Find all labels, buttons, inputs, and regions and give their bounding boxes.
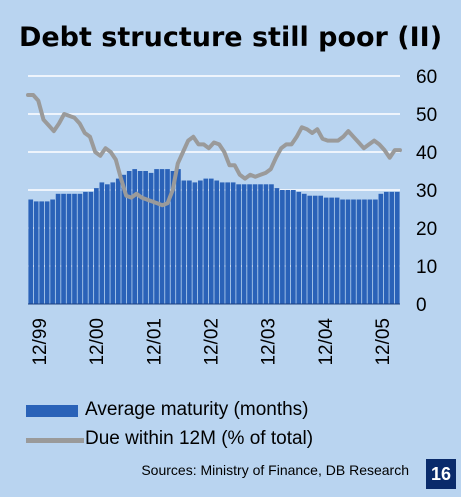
bar: [192, 182, 198, 304]
bar: [154, 169, 159, 304]
bar: [340, 199, 345, 304]
x-tick-label: 12/02: [202, 318, 223, 366]
chart-title: Debt structure still poor (II): [18, 22, 443, 53]
bar: [181, 180, 187, 304]
bar: [345, 199, 351, 304]
bar: [389, 191, 395, 304]
x-tick-label: 12/05: [373, 318, 394, 366]
bar: [334, 197, 340, 304]
x-tick-label: 12/03: [259, 318, 280, 366]
source-note: Sources: Ministry of Finance, DB Researc…: [141, 462, 409, 478]
bar: [77, 193, 83, 304]
bar: [132, 169, 138, 304]
bar: [373, 199, 378, 304]
bar: [383, 191, 389, 304]
bar: [99, 182, 105, 304]
bar: [312, 195, 318, 304]
bar: [290, 190, 296, 304]
bar: [88, 191, 94, 304]
bar: [236, 184, 241, 304]
bar: [252, 184, 258, 304]
bar: [225, 182, 231, 304]
page-number-badge: 16: [426, 459, 456, 489]
x-tick-label: 12/99: [30, 318, 51, 366]
bar: [176, 169, 181, 304]
bar: [329, 197, 334, 304]
bar: [219, 182, 225, 304]
y-tick-label: 30: [416, 181, 437, 202]
bar: [203, 178, 209, 304]
bar: [115, 178, 121, 304]
bar: [28, 199, 34, 304]
bar: [72, 193, 77, 304]
bar: [318, 195, 324, 304]
bar: [394, 191, 400, 304]
bar: [258, 184, 263, 304]
bar: [356, 199, 362, 304]
y-tick-label: 40: [416, 143, 437, 164]
bar: [170, 171, 176, 304]
bar: [269, 184, 274, 304]
legend-swatch-bars: [26, 405, 78, 417]
y-tick-label: 60: [416, 67, 437, 88]
bar: [362, 199, 367, 304]
bar: [143, 171, 148, 304]
bar: [39, 201, 45, 304]
bar: [208, 178, 214, 304]
bar: [378, 193, 384, 304]
x-tick-label: 12/01: [144, 318, 165, 366]
x-tick-label: 12/00: [87, 318, 108, 366]
bar: [104, 184, 110, 304]
bar: [83, 191, 88, 304]
bar: [61, 193, 66, 304]
y-tick-label: 10: [416, 257, 437, 278]
bar: [230, 182, 236, 304]
bar: [44, 201, 50, 304]
bar: [296, 191, 302, 304]
bar: [126, 171, 132, 304]
bar: [159, 169, 165, 304]
bar: [110, 182, 116, 304]
legend-swatch-line: [26, 438, 84, 443]
bar: [33, 201, 39, 304]
bar: [148, 172, 154, 304]
bar: [165, 169, 170, 304]
bar: [137, 171, 143, 304]
legend-label-bars: Average maturity (months): [85, 399, 309, 420]
bar: [301, 193, 307, 304]
bar: [351, 199, 356, 304]
x-tick-label: 12/04: [316, 318, 337, 366]
bar: [121, 174, 127, 304]
bar: [66, 193, 72, 304]
bar: [55, 193, 61, 304]
bar: [247, 184, 252, 304]
bar: [187, 180, 192, 304]
bar: [214, 180, 220, 304]
line-series: [26, 93, 402, 208]
y-tick-label: 0: [416, 295, 427, 316]
bar: [323, 197, 329, 304]
legend-label-line: Due within 12M (% of total): [85, 428, 314, 449]
bar: [307, 195, 313, 304]
bar: [280, 190, 285, 304]
y-tick-label: 50: [416, 105, 437, 126]
bar: [285, 190, 291, 304]
y-tick-label: 20: [416, 219, 437, 240]
bar: [50, 199, 55, 304]
bar: [367, 199, 373, 304]
bar: [197, 180, 203, 304]
bar: [241, 184, 247, 304]
bar: [263, 184, 269, 304]
bar: [94, 188, 99, 304]
bar: [274, 188, 280, 304]
